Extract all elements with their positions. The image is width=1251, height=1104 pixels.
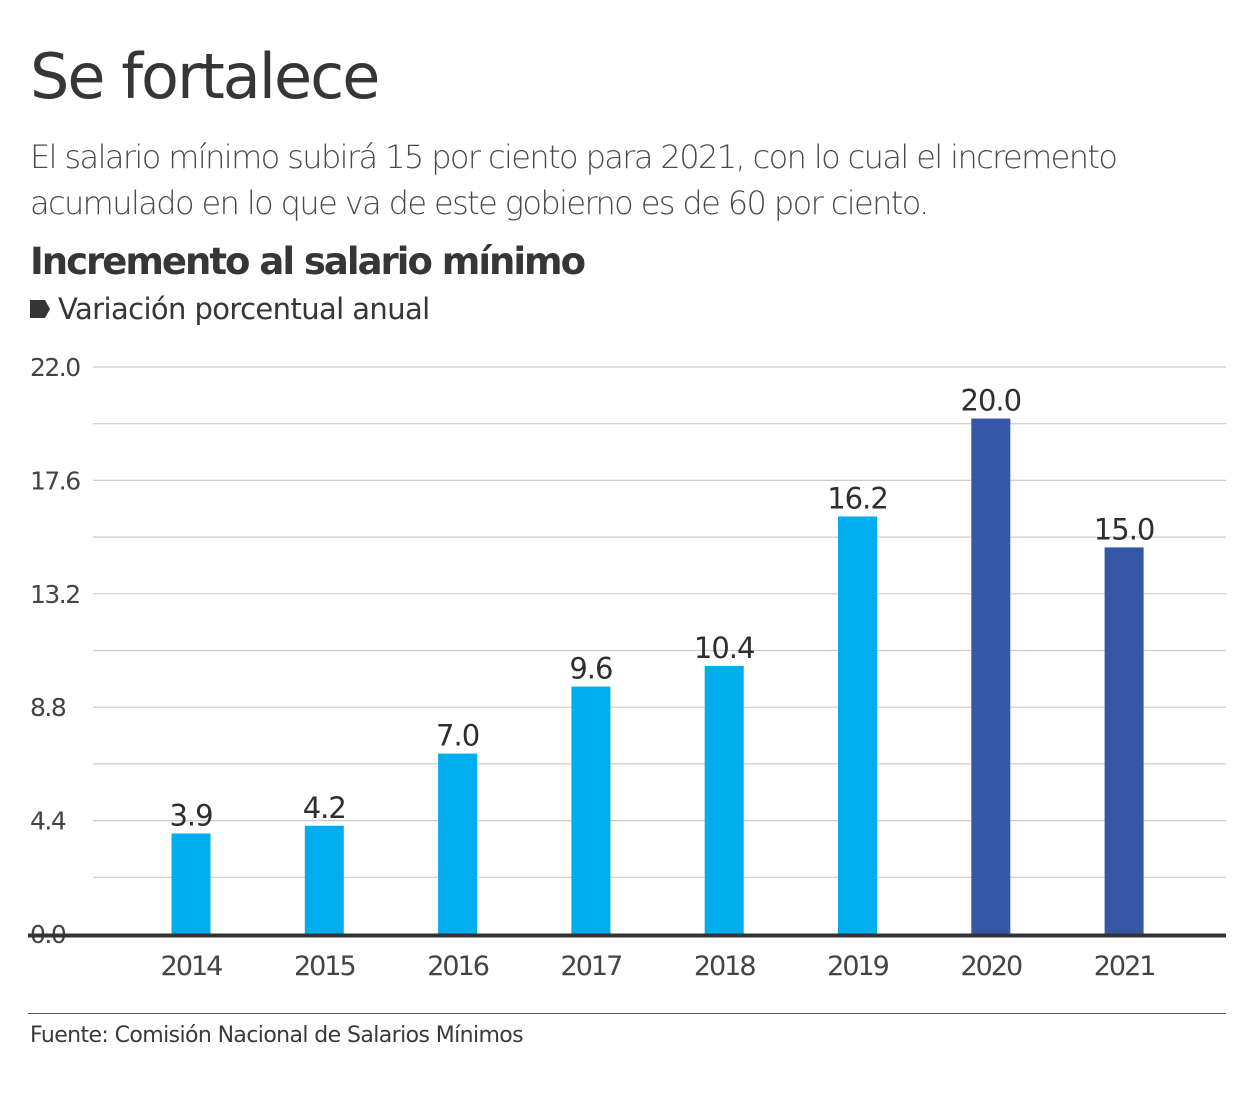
x-tick-label: 2017: [561, 951, 622, 982]
x-tick-label: 2016: [427, 951, 489, 982]
y-tick-label: 22.0: [30, 353, 80, 382]
x-tick-label: 2015: [294, 951, 355, 982]
x-axis-ticks: 2014 2015 2016 2017 2018 2019 2020 2021: [161, 951, 1157, 982]
source-divider: [28, 1013, 1226, 1014]
x-tick-label: 2019: [827, 951, 889, 982]
x-tick-label: 2018: [694, 951, 756, 982]
y-tick-label: 13.2: [30, 580, 80, 609]
bar-2019: [838, 516, 877, 934]
x-tick-label: 2020: [960, 951, 1022, 982]
bar-2021: [1104, 547, 1144, 934]
page-subtitle: El salario mínimo subirá 15 por ciento p…: [30, 138, 1118, 222]
bars: [171, 418, 1144, 935]
y-tick-label: 4.4: [30, 807, 66, 836]
y-tick-label: 17.6: [30, 466, 80, 495]
source-note: Fuente: Comisión Nacional de Salarios Mí…: [30, 1023, 524, 1048]
legend-marker-icon: [30, 300, 50, 318]
value-label: 20.0: [961, 384, 1022, 418]
value-label: 3.9: [169, 798, 212, 832]
value-label: 15.0: [1094, 512, 1155, 546]
y-axis-ticks: 0.04.48.813.217.622.0: [30, 353, 82, 949]
bar-2014: [171, 833, 211, 934]
bar-2017: [571, 686, 611, 934]
legend-label: Variación porcentual anual: [58, 292, 430, 326]
bar-2016: [438, 753, 478, 934]
legend: Variación porcentual anual: [30, 292, 430, 326]
bar-2015: [304, 825, 344, 934]
value-label: 10.4: [694, 631, 755, 665]
bar-2020: [971, 418, 1011, 935]
value-label: 7.0: [436, 719, 479, 753]
gridlines: [93, 366, 1226, 878]
page-title: Se fortalece: [30, 40, 380, 113]
chart-title: Incremento al salario mínimo: [30, 240, 586, 283]
value-label: 9.6: [569, 652, 612, 686]
value-label: 4.2: [303, 791, 346, 825]
x-tick-label: 2014: [161, 951, 223, 982]
x-tick-label: 2021: [1094, 951, 1155, 982]
value-label: 16.2: [827, 481, 888, 515]
y-tick-label: 8.8: [30, 693, 66, 722]
bar-chart: 0.04.48.813.217.622.0 3.9 4.27.09.610.416…: [28, 353, 1226, 982]
bar-2018: [704, 665, 744, 934]
value-labels: 3.9 4.2 7.0 9.6 10.4 16.2 20.0 15.0: [169, 384, 1155, 833]
